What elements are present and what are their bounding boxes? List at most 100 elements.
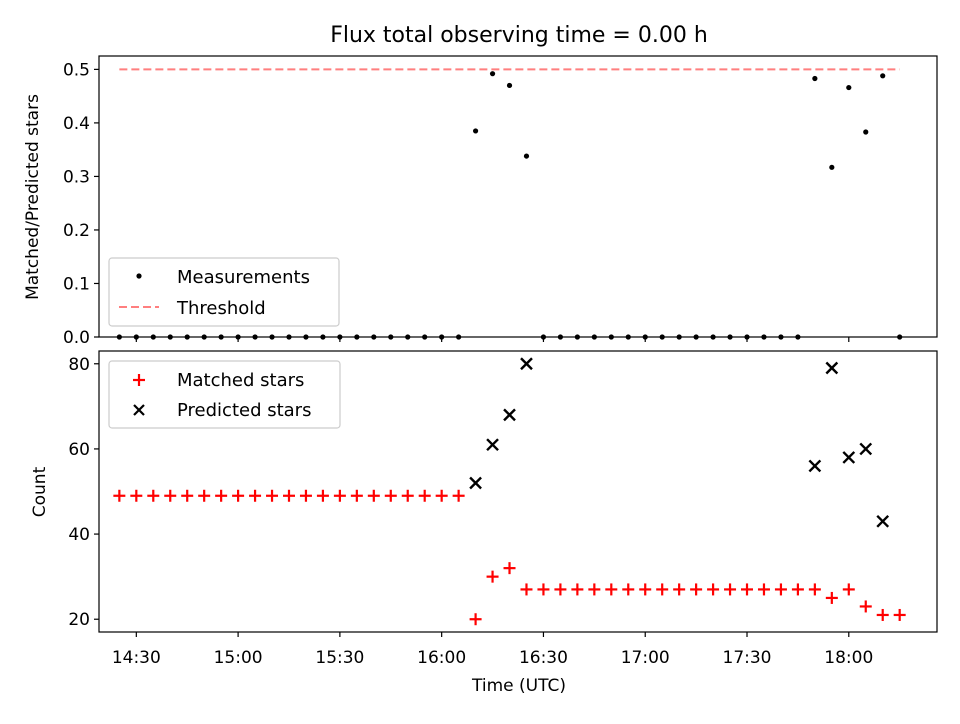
top-legend-box — [108, 257, 340, 327]
bottom-axes-frame — [98, 350, 938, 633]
x-stroke-b — [876, 514, 890, 528]
matched-star-point — [605, 583, 618, 596]
bottom-y-tick-label: 80 — [68, 355, 90, 375]
bottom-y-tick-label: 40 — [68, 525, 90, 545]
predicted-star-point — [469, 476, 482, 490]
matched-star-point — [690, 583, 703, 596]
matched-star-point — [130, 489, 143, 502]
matched-star-point — [113, 489, 126, 502]
measurement-point — [812, 75, 818, 82]
matched-star-point — [266, 489, 279, 502]
matched-star-point — [724, 583, 737, 596]
predicted-star-point — [825, 361, 839, 375]
matched-star-point — [350, 489, 363, 502]
measurement-point — [880, 73, 886, 79]
matched-star-point — [520, 583, 533, 596]
x-stroke-b — [486, 438, 499, 452]
matched-star-point — [876, 608, 889, 621]
top-y-tick-label: 0.1 — [63, 274, 90, 294]
top-y-label: Matched/Predicted stars — [23, 94, 43, 300]
measurement-point — [829, 164, 835, 170]
predicted-star-point — [859, 442, 873, 456]
x-tick-label: 17:00 — [621, 648, 670, 668]
measurement-point — [846, 84, 852, 91]
matched-star-point — [859, 600, 872, 613]
top-y-tick-label: 0.4 — [63, 114, 90, 134]
matched-star-point — [316, 489, 329, 502]
bottom-x-axis: 14:30 15:00 15:30 16:00 16:30 17:00 17:30 18:00 — [112, 632, 873, 668]
matched-star-point — [215, 489, 228, 502]
predicted-star-point — [486, 438, 499, 452]
top-panel: 0.0 0.1 0.2 0.3 0.4 0.5 Matched/Predicted sta… — [23, 55, 938, 348]
top-x-ticks — [135, 337, 850, 342]
x-stroke-b — [859, 442, 873, 456]
matched-star-point — [418, 489, 431, 502]
measurement-point — [506, 82, 513, 89]
matched-star-point — [537, 583, 550, 596]
bottom-y-tick-label: 20 — [68, 610, 90, 630]
x-stroke-b — [469, 476, 482, 490]
predicted-star-point — [520, 357, 533, 371]
predicted-star-point — [503, 408, 516, 422]
top-y-tick-label: 0.5 — [63, 60, 90, 80]
matched-star-point — [333, 489, 346, 502]
matched-star-point — [639, 583, 652, 596]
x-stroke-b — [842, 451, 856, 464]
top-axes-frame — [98, 55, 938, 338]
x-tick-label: 15:30 — [315, 648, 364, 668]
top-legend: Measurements Threshold — [108, 257, 340, 327]
matched-star-point — [181, 489, 194, 502]
x-stroke-b — [503, 408, 516, 422]
matched-star-point — [774, 583, 787, 596]
x-tick-label: 18:00 — [824, 648, 873, 668]
legend-threshold-label: Threshold — [176, 298, 266, 319]
bottom-y-label: Count — [30, 466, 50, 517]
predicted-star-point — [808, 459, 822, 473]
matched-star-point — [299, 489, 312, 502]
top-y-axis: 0.0 0.1 0.2 0.3 0.4 0.5 — [63, 60, 99, 348]
chart-title: Flux total observing time = 0.00 h — [330, 23, 708, 48]
top-marks — [116, 68, 903, 340]
matched-star-point — [741, 583, 754, 596]
x-tick-label: 16:00 — [417, 648, 466, 668]
matched-star-point — [435, 489, 448, 502]
matched-star-point — [825, 591, 838, 604]
legend-measurements-label: Measurements — [177, 267, 310, 288]
x-axis-label: Time (UTC) — [471, 676, 566, 696]
matched-star-point — [791, 583, 804, 596]
matched-star-point — [486, 570, 499, 583]
matched-star-point — [401, 489, 414, 502]
x-stroke-b — [808, 459, 822, 473]
matched-star-point — [198, 489, 211, 502]
matched-star-point — [842, 583, 855, 596]
matched-star-point — [588, 583, 601, 596]
bottom-y-axis: 20 40 60 80 — [68, 355, 99, 630]
measurement-point — [489, 71, 496, 77]
bottom-y-tick-label: 60 — [68, 440, 90, 460]
bottom-marks — [113, 357, 906, 626]
predicted-star-point — [842, 451, 856, 464]
matched-star-point — [757, 583, 770, 596]
matched-star-point — [232, 489, 245, 502]
matched-star-point — [808, 583, 821, 596]
top-y-tick-label: 0.2 — [63, 221, 90, 241]
matched-star-point — [452, 489, 465, 502]
x-tick-label: 16:30 — [519, 648, 568, 668]
matched-star-point — [893, 608, 906, 621]
matched-star-point — [249, 489, 262, 502]
x-stroke-b — [520, 357, 533, 371]
measurement-point — [523, 153, 530, 159]
matched-star-point — [554, 583, 567, 596]
legend-matched-label: Matched stars — [177, 370, 304, 391]
matched-star-point — [469, 613, 482, 626]
matched-star-point — [707, 583, 720, 596]
legend-predicted-marker — [133, 404, 145, 416]
matched-star-point — [571, 583, 584, 596]
legend-matched-marker — [133, 374, 145, 386]
x-tick-label: 14:30 — [112, 648, 161, 668]
matched-star-point — [656, 583, 669, 596]
x-tick-label: 17:30 — [723, 648, 772, 668]
matched-star-point — [673, 583, 686, 596]
